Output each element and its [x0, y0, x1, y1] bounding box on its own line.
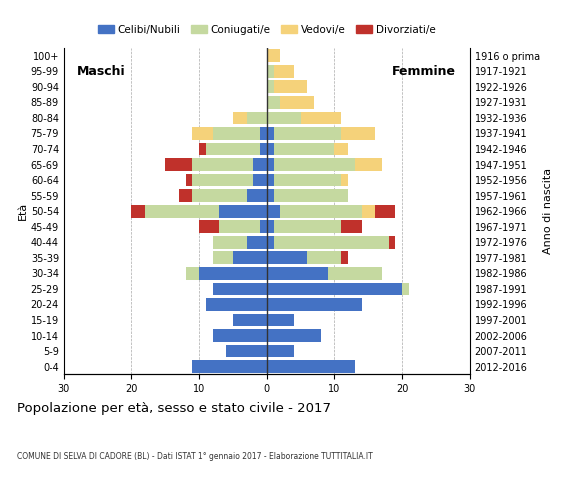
- Y-axis label: Anno di nascita: Anno di nascita: [542, 168, 553, 254]
- Bar: [267, 111, 300, 124]
- Bar: [361, 205, 375, 217]
- Bar: [246, 189, 267, 202]
- Text: Femmine: Femmine: [392, 65, 456, 78]
- Bar: [267, 158, 274, 171]
- Bar: [307, 252, 341, 264]
- Bar: [355, 158, 382, 171]
- Bar: [267, 313, 294, 326]
- Bar: [199, 267, 267, 280]
- Bar: [375, 205, 396, 217]
- Bar: [274, 158, 355, 171]
- Bar: [199, 220, 219, 233]
- Bar: [274, 236, 389, 249]
- Bar: [267, 236, 274, 249]
- Text: COMUNE DI SELVA DI CADORE (BL) - Dati ISTAT 1° gennaio 2017 - Elaborazione TUTTI: COMUNE DI SELVA DI CADORE (BL) - Dati IS…: [17, 452, 373, 461]
- Bar: [193, 158, 253, 171]
- Bar: [267, 81, 274, 93]
- Bar: [246, 111, 267, 124]
- Bar: [389, 236, 396, 249]
- Bar: [186, 267, 199, 280]
- Bar: [193, 189, 246, 202]
- Bar: [145, 205, 219, 217]
- Y-axis label: Età: Età: [18, 202, 28, 220]
- Bar: [233, 252, 267, 264]
- Bar: [213, 252, 233, 264]
- Bar: [260, 220, 267, 233]
- Bar: [274, 81, 307, 93]
- Bar: [267, 174, 274, 187]
- Bar: [267, 345, 294, 358]
- Bar: [260, 127, 267, 140]
- Text: Popolazione per età, sesso e stato civile - 2017: Popolazione per età, sesso e stato civil…: [17, 402, 331, 415]
- Bar: [274, 189, 348, 202]
- Bar: [193, 127, 213, 140]
- Bar: [300, 111, 341, 124]
- Bar: [206, 298, 267, 311]
- Bar: [267, 205, 280, 217]
- Bar: [267, 220, 274, 233]
- Legend: Celibi/Nubili, Coniugati/e, Vedovi/e, Divorziati/e: Celibi/Nubili, Coniugati/e, Vedovi/e, Di…: [94, 21, 440, 39]
- Bar: [186, 174, 193, 187]
- Bar: [219, 220, 260, 233]
- Bar: [267, 283, 402, 295]
- Bar: [165, 158, 193, 171]
- Bar: [213, 236, 246, 249]
- Bar: [246, 236, 267, 249]
- Bar: [341, 220, 361, 233]
- Bar: [213, 329, 267, 342]
- Bar: [193, 174, 253, 187]
- Bar: [267, 329, 321, 342]
- Bar: [267, 267, 328, 280]
- Bar: [267, 96, 280, 109]
- Bar: [260, 143, 267, 156]
- Bar: [280, 205, 361, 217]
- Bar: [267, 189, 274, 202]
- Bar: [341, 252, 348, 264]
- Bar: [274, 65, 294, 78]
- Text: Maschi: Maschi: [77, 65, 126, 78]
- Bar: [335, 143, 348, 156]
- Bar: [233, 313, 267, 326]
- Bar: [328, 267, 382, 280]
- Bar: [402, 283, 409, 295]
- Bar: [267, 143, 274, 156]
- Bar: [280, 96, 314, 109]
- Bar: [274, 127, 341, 140]
- Bar: [267, 298, 361, 311]
- Bar: [267, 360, 355, 373]
- Bar: [199, 143, 206, 156]
- Bar: [267, 252, 307, 264]
- Bar: [267, 127, 274, 140]
- Bar: [206, 143, 260, 156]
- Bar: [213, 283, 267, 295]
- Bar: [274, 174, 341, 187]
- Bar: [193, 360, 267, 373]
- Bar: [226, 345, 267, 358]
- Bar: [274, 143, 335, 156]
- Bar: [233, 111, 246, 124]
- Bar: [179, 189, 193, 202]
- Bar: [341, 174, 348, 187]
- Bar: [267, 65, 274, 78]
- Bar: [132, 205, 145, 217]
- Bar: [253, 174, 267, 187]
- Bar: [267, 49, 280, 62]
- Bar: [213, 127, 260, 140]
- Bar: [341, 127, 375, 140]
- Bar: [274, 220, 341, 233]
- Bar: [253, 158, 267, 171]
- Bar: [219, 205, 267, 217]
